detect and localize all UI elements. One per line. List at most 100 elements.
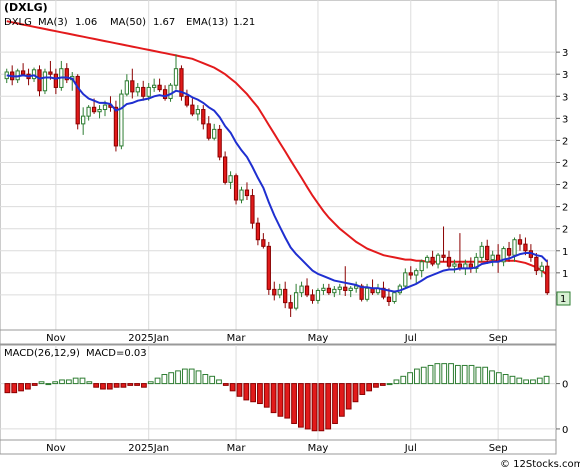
candle-body [228, 175, 233, 183]
candle-body [141, 86, 146, 97]
macd-bar [291, 383, 297, 424]
macd-bar [195, 370, 202, 385]
macd-bar [373, 383, 379, 388]
macd-bar [59, 379, 65, 385]
price-y-tick-label: 2 [562, 225, 568, 236]
candle-body [173, 68, 179, 86]
candle-body [506, 248, 512, 256]
candle-body [190, 104, 195, 115]
ma50-line [6, 20, 548, 276]
macd-bars [4, 363, 550, 432]
macd-bar [147, 381, 154, 385]
candle-body [446, 256, 452, 267]
candle-body [343, 286, 348, 291]
price-y-tick-label: 2 [562, 136, 568, 147]
price-x-ticks: Nov 2025Jan Mar May Jul Sep [46, 333, 507, 344]
candle-body [184, 95, 190, 106]
candle-body [539, 265, 544, 272]
macd-bar [284, 383, 291, 419]
candle-body [321, 287, 326, 291]
price-y-tick-label: 2 [562, 203, 568, 214]
candle-body [64, 68, 69, 81]
candle-body [113, 106, 119, 147]
macd-bar [345, 383, 352, 410]
candle-body [441, 254, 446, 258]
macd-bar [468, 364, 475, 385]
macd-bar [229, 383, 236, 392]
candle-body [206, 123, 211, 139]
macd-bar [536, 377, 543, 385]
candle-body [195, 109, 200, 115]
macd-bar [448, 363, 454, 385]
macd-bar [454, 364, 461, 385]
macd-bar [141, 383, 147, 388]
candle-body [152, 84, 157, 88]
macd-legend-label: MACD(26,12,9) [4, 348, 80, 359]
legend-ema13-value: 1.21 [233, 17, 255, 28]
candle-body [261, 239, 266, 247]
candle-body [392, 292, 397, 303]
macd-bar [325, 383, 332, 430]
macd-bar [366, 383, 373, 392]
candle-body [86, 106, 91, 117]
candle-body [517, 239, 523, 245]
price-y-tick-label: 3 [562, 48, 568, 59]
candle-body [42, 71, 48, 92]
candle-body [419, 261, 424, 272]
macd-bar [516, 377, 523, 385]
macd-bar [489, 370, 495, 385]
macd-x-tick-label: 2025Jan [128, 443, 169, 454]
macd-bar [304, 383, 311, 430]
price-x-tick-label: 2025Jan [128, 333, 169, 344]
candle-body [244, 189, 250, 197]
macd-bar [502, 374, 509, 385]
price-x-tick-label: Nov [46, 333, 66, 344]
ema13-line [6, 74, 549, 293]
macd-bar [243, 383, 250, 401]
candle-body [299, 285, 304, 294]
macd-bar [434, 363, 441, 385]
candle-body [315, 289, 321, 301]
candle-body [408, 272, 413, 276]
candle-body [332, 288, 337, 294]
candle-body [435, 254, 441, 265]
candle-body [381, 287, 386, 298]
macd-bar [209, 375, 216, 385]
candle-body [310, 294, 315, 301]
candle-body [255, 222, 261, 241]
candle-body [31, 69, 37, 80]
candle-body [102, 104, 108, 111]
macd-bar [427, 364, 434, 385]
ema13-path [6, 74, 549, 293]
candle-body [239, 189, 244, 201]
macd-bar [263, 383, 270, 408]
candle-body [53, 73, 59, 88]
macd-bar [297, 383, 304, 428]
macd-bar [407, 372, 413, 385]
macd-bar [352, 383, 359, 403]
candle-body [266, 245, 271, 290]
macd-bar [250, 383, 257, 403]
macd-bar [530, 379, 536, 385]
legend-symbol: DXLG [4, 17, 32, 28]
macd-bar [414, 368, 420, 385]
macd-bar [31, 383, 38, 386]
price-y-tick-label: 2 [562, 181, 568, 192]
macd-bar [168, 372, 175, 385]
macd-bar [509, 375, 516, 385]
candle-body [534, 256, 539, 272]
macd-bar [332, 383, 338, 424]
macd-bar [18, 383, 24, 392]
macd-bar [188, 368, 195, 385]
candle-body [348, 287, 353, 291]
legend-ma3-value: 1.06 [75, 17, 97, 28]
price-y-tick-label: 3 [562, 114, 568, 125]
candle-body [91, 106, 97, 113]
macd-bar [24, 383, 31, 390]
candle-body [97, 109, 102, 113]
candle-body [545, 265, 550, 294]
watermark: © 12Stocks.com [500, 459, 580, 470]
macd-x-tick-label: Mar [227, 443, 247, 454]
macd-bar [420, 366, 427, 385]
last-value-label: 1 [560, 294, 566, 305]
